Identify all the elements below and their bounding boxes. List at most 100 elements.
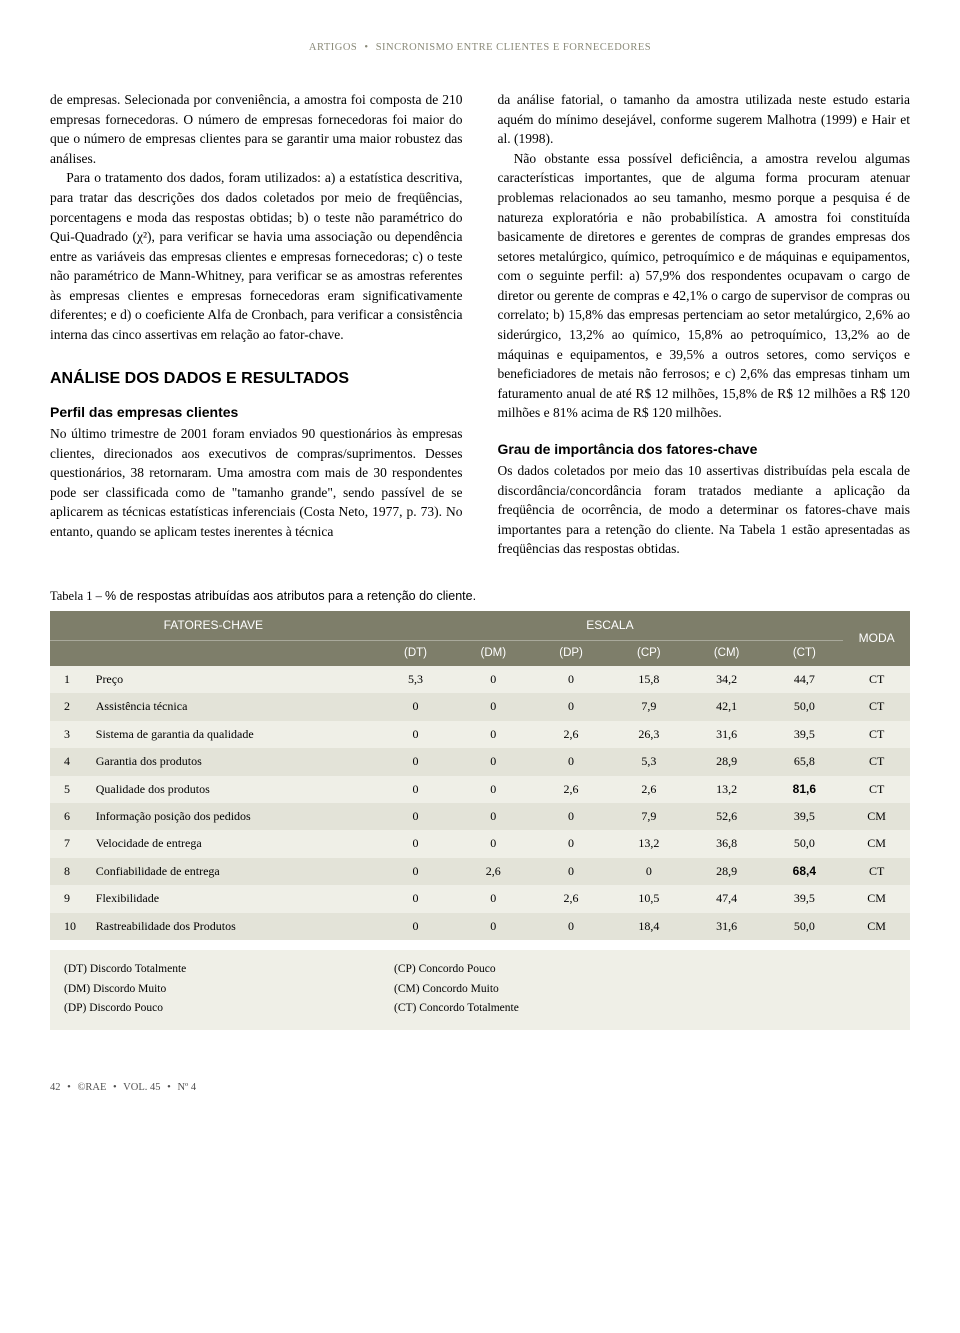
cell-value: 0	[454, 913, 532, 940]
cell-value: 18,4	[610, 913, 688, 940]
bullet-icon: •	[113, 1082, 117, 1093]
cell-value: 7,9	[610, 803, 688, 830]
cell-value: 47,4	[688, 885, 766, 912]
cell-value: 81,6	[765, 776, 843, 803]
cell-value: 42,1	[688, 693, 766, 720]
bullet-icon: •	[167, 1082, 171, 1093]
cell-value: 0	[532, 693, 610, 720]
legend-item: (CM) Concordo Muito	[394, 981, 724, 998]
row-index: 7	[50, 830, 88, 857]
cell-value: 15,8	[610, 666, 688, 693]
row-moda: CM	[843, 830, 910, 857]
running-header: ARTIGOS • SINCRONISMO ENTRE CLIENTES E F…	[50, 40, 910, 55]
cell-value: 0	[377, 721, 455, 748]
cell-value: 52,6	[688, 803, 766, 830]
legend-item: (DM) Discordo Muito	[64, 981, 394, 998]
paragraph: Para o tratamento dos dados, foram utili…	[50, 168, 463, 344]
cell-value: 0	[377, 748, 455, 775]
cell-value: 0	[377, 693, 455, 720]
cell-value: 0	[377, 858, 455, 885]
cell-value: 0	[532, 666, 610, 693]
cell-value: 5,3	[610, 748, 688, 775]
cell-value: 50,0	[765, 913, 843, 940]
scale-col: (CP)	[610, 641, 688, 666]
cell-value: 28,9	[688, 748, 766, 775]
cell-value: 39,5	[765, 721, 843, 748]
cell-value: 36,8	[688, 830, 766, 857]
cell-value: 34,2	[688, 666, 766, 693]
row-moda: CT	[843, 748, 910, 775]
table-row: 7Velocidade de entrega00013,236,850,0CM	[50, 830, 910, 857]
table-row: 3Sistema de garantia da qualidade002,626…	[50, 721, 910, 748]
table-row: 10Rastreabilidade dos Produtos00018,431,…	[50, 913, 910, 940]
legend-item: (DP) Discordo Pouco	[64, 1000, 394, 1017]
row-index: 1	[50, 666, 88, 693]
row-factor: Assistência técnica	[88, 693, 377, 720]
cell-value: 31,6	[688, 721, 766, 748]
cell-value: 2,6	[610, 776, 688, 803]
row-factor: Preço	[88, 666, 377, 693]
cell-value: 26,3	[610, 721, 688, 748]
row-factor: Rastreabilidade dos Produtos	[88, 913, 377, 940]
paragraph: Os dados coletados por meio das 10 asser…	[498, 461, 911, 559]
cell-value: 0	[454, 693, 532, 720]
table-header-row-2: (DT) (DM) (DP) (CP) (CM) (CT)	[50, 641, 910, 666]
page-number: 42	[50, 1082, 61, 1093]
cell-value: 39,5	[765, 803, 843, 830]
table-row: 1Preço5,30015,834,244,7CT	[50, 666, 910, 693]
row-index: 6	[50, 803, 88, 830]
bullet-icon: •	[67, 1082, 71, 1093]
table-header-row-1: FATORES-CHAVE ESCALA MODA	[50, 611, 910, 641]
cell-value: 50,0	[765, 830, 843, 857]
cell-value: 0	[454, 830, 532, 857]
row-moda: CM	[843, 803, 910, 830]
cell-value: 2,6	[532, 721, 610, 748]
row-moda: CT	[843, 666, 910, 693]
table-desc: % de respostas atribuídas aos atributos …	[105, 589, 476, 603]
header-prefix: ARTIGOS	[309, 42, 357, 53]
cell-value: 65,8	[765, 748, 843, 775]
cell-value: 7,9	[610, 693, 688, 720]
cell-value: 0	[532, 748, 610, 775]
cell-value: 0	[532, 858, 610, 885]
subsection-heading: Perfil das empresas clientes	[50, 402, 463, 422]
paragraph: Não obstante essa possível deficiência, …	[498, 149, 911, 423]
row-factor: Confiabilidade de entrega	[88, 858, 377, 885]
scale-col: (DP)	[532, 641, 610, 666]
row-index: 4	[50, 748, 88, 775]
row-moda: CM	[843, 885, 910, 912]
row-index: 10	[50, 913, 88, 940]
journal-name: ©RAE	[77, 1082, 106, 1093]
cell-value: 0	[377, 776, 455, 803]
row-moda: CT	[843, 693, 910, 720]
row-factor: Sistema de garantia da qualidade	[88, 721, 377, 748]
cell-value: 10,5	[610, 885, 688, 912]
cell-value: 0	[532, 830, 610, 857]
legend-item: (CP) Concordo Pouco	[394, 961, 724, 978]
table-row: 9Flexibilidade002,610,547,439,5CM	[50, 885, 910, 912]
cell-value: 68,4	[765, 858, 843, 885]
row-factor: Informação posição dos pedidos	[88, 803, 377, 830]
paragraph: da análise fatorial, o tamanho da amostr…	[498, 90, 911, 149]
row-moda: CT	[843, 776, 910, 803]
table-row: 6Informação posição dos pedidos0007,952,…	[50, 803, 910, 830]
row-factor: Qualidade dos produtos	[88, 776, 377, 803]
row-index: 5	[50, 776, 88, 803]
row-factor: Garantia dos produtos	[88, 748, 377, 775]
table-row: 5Qualidade dos produtos002,62,613,281,6C…	[50, 776, 910, 803]
legend-item: (DT) Discordo Totalmente	[64, 961, 394, 978]
cell-value: 50,0	[765, 693, 843, 720]
issue: Nº 4	[177, 1082, 196, 1093]
cell-value: 28,9	[688, 858, 766, 885]
header-title: SINCRONISMO ENTRE CLIENTES E FORNECEDORE…	[376, 42, 651, 53]
data-table: FATORES-CHAVE ESCALA MODA (DT) (DM) (DP)…	[50, 611, 910, 940]
cell-value: 0	[532, 913, 610, 940]
cell-value: 0	[454, 885, 532, 912]
col-fatores: FATORES-CHAVE	[50, 611, 377, 641]
cell-value: 0	[377, 803, 455, 830]
col-escala: ESCALA	[377, 611, 844, 641]
row-moda: CT	[843, 858, 910, 885]
page-footer: 42 • ©RAE • VOL. 45 • Nº 4	[50, 1080, 910, 1095]
paragraph: No último trimestre de 2001 foram enviad…	[50, 424, 463, 541]
row-index: 2	[50, 693, 88, 720]
